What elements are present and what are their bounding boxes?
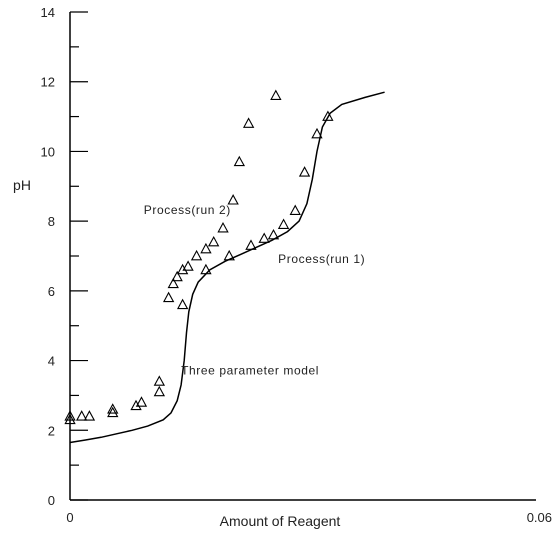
data-point-triangle <box>298 166 311 177</box>
data-point-triangle <box>107 406 119 418</box>
data-point-triangle <box>242 117 255 128</box>
model-curve <box>69 91 385 444</box>
data-point-triangle <box>75 410 88 421</box>
data-point-triangle <box>176 263 189 275</box>
data-point-triangle <box>200 263 212 275</box>
data-point-triangle <box>162 291 175 303</box>
data-point-triangle <box>190 249 203 261</box>
data-point-triangle <box>153 375 166 386</box>
y-tick-label: 6 <box>48 284 55 299</box>
data-point-triangle <box>130 399 142 411</box>
data-point-triangle <box>267 228 280 240</box>
y-tick-label: 0 <box>48 493 55 508</box>
data-point-triangle <box>64 410 76 421</box>
y-tick-label: 14 <box>41 5 55 20</box>
x-tick-label: 0 <box>66 510 73 525</box>
line-layer <box>69 91 385 444</box>
marker-layer <box>64 89 334 425</box>
data-point-triangle <box>107 403 119 414</box>
data-point-triangle <box>311 127 323 139</box>
data-point-triangle <box>289 204 301 215</box>
data-point-triangle <box>153 385 166 397</box>
x-tick-label: 0.06 <box>527 510 552 525</box>
y-tick-label: 12 <box>41 75 55 90</box>
data-point-triangle <box>83 410 96 421</box>
data-point-triangle <box>258 232 270 243</box>
y-tick-label: 4 <box>48 354 55 369</box>
data-point-triangle <box>176 298 189 310</box>
series-annotation: Three parameter model <box>181 364 319 378</box>
axes-layer <box>69 11 536 501</box>
y-tick-label: 8 <box>48 214 55 229</box>
y-axis-label: pH <box>13 177 31 193</box>
y-tick-label: 10 <box>41 144 55 159</box>
data-point-triangle <box>207 235 220 247</box>
data-point-triangle <box>135 396 148 407</box>
data-point-triangle <box>227 194 239 205</box>
data-point-triangle <box>217 221 229 233</box>
data-point-triangle <box>182 260 194 271</box>
y-tick-label: 2 <box>48 423 55 438</box>
data-point-triangle <box>233 155 246 167</box>
data-point-triangle <box>171 270 183 282</box>
label-layer: 0 2 4 6 8 10 12 14 0 0.06 pH Amount of Reagent Proce… <box>13 5 552 529</box>
data-point-triangle <box>277 218 290 229</box>
data-point-triangle <box>270 89 282 100</box>
data-point-triangle <box>200 242 212 254</box>
data-point-triangle <box>64 413 76 425</box>
series-annotation: Process(run 2) <box>144 203 231 217</box>
series-annotation: Process(run 1) <box>278 252 365 266</box>
data-point-triangle <box>322 110 334 121</box>
data-point-triangle <box>223 249 235 261</box>
x-axis-label: Amount of Reagent <box>220 513 341 529</box>
data-point-triangle <box>167 277 179 289</box>
data-point-triangle <box>245 239 257 250</box>
